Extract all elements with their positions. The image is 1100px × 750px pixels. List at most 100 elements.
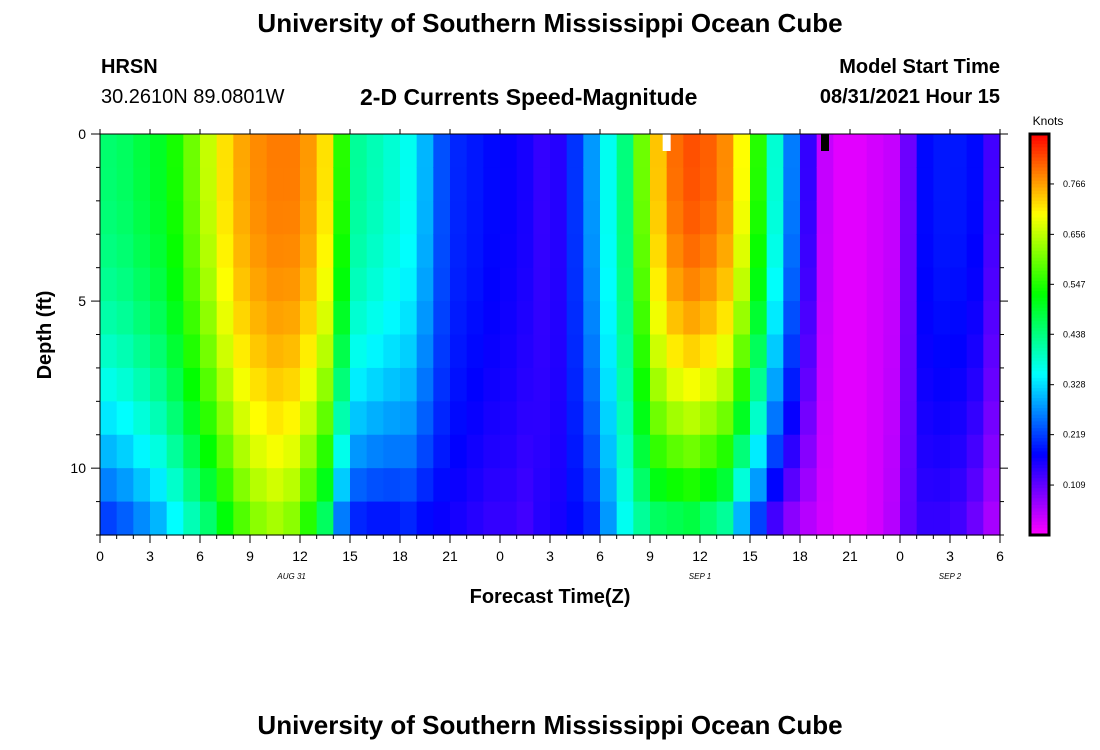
heatmap-cell bbox=[883, 367, 901, 402]
colorbar-segment bbox=[1030, 357, 1049, 362]
x-tick-label: 6 bbox=[596, 548, 604, 564]
heatmap-cell bbox=[600, 501, 618, 536]
heatmap-cell bbox=[516, 134, 534, 169]
heatmap-cell bbox=[300, 267, 318, 302]
heatmap-cell bbox=[266, 200, 284, 235]
heatmap-cell bbox=[550, 401, 568, 436]
heatmap-cell bbox=[283, 234, 301, 269]
colorbar-segment bbox=[1030, 164, 1049, 169]
heatmap-cell bbox=[566, 200, 584, 235]
heatmap-cell bbox=[883, 167, 901, 202]
heatmap-cell bbox=[883, 434, 901, 469]
colorbar-segment bbox=[1030, 421, 1049, 426]
heatmap-cell bbox=[566, 267, 584, 302]
heatmap-cell bbox=[166, 334, 184, 369]
heatmap-cell bbox=[733, 401, 751, 436]
heatmap-cell bbox=[216, 501, 234, 536]
heatmap-cell bbox=[416, 301, 434, 336]
heatmap-cell bbox=[850, 167, 868, 202]
heatmap-cell bbox=[400, 434, 418, 469]
heatmap-cell bbox=[616, 200, 634, 235]
heatmap-cell bbox=[850, 301, 868, 336]
colorbar-segment bbox=[1030, 271, 1049, 275]
time-marker bbox=[821, 134, 829, 151]
heatmap-cell bbox=[600, 167, 618, 202]
heatmap-cell bbox=[116, 234, 134, 269]
heatmap-cell bbox=[150, 468, 168, 503]
heatmap-cell bbox=[716, 468, 734, 503]
heatmap-cell bbox=[933, 334, 951, 369]
heatmap-cell bbox=[883, 267, 901, 302]
heatmap-cell bbox=[250, 334, 268, 369]
colorbar-segment bbox=[1030, 294, 1049, 299]
heatmap-cell bbox=[900, 434, 918, 469]
heatmap-cell bbox=[316, 134, 334, 169]
heatmap-cell bbox=[816, 267, 834, 302]
heatmap-cell bbox=[666, 134, 684, 169]
heatmap-cell bbox=[600, 234, 618, 269]
colorbar-segment bbox=[1030, 140, 1049, 145]
colorbar-segment bbox=[1030, 194, 1049, 199]
heatmap-cell bbox=[866, 267, 884, 302]
heatmap-cell bbox=[183, 334, 201, 369]
heatmap-cell bbox=[816, 167, 834, 202]
heatmap-cell bbox=[116, 134, 134, 169]
heatmap-cell bbox=[183, 234, 201, 269]
colorbar-segment bbox=[1030, 321, 1049, 326]
heatmap-cell bbox=[583, 367, 601, 402]
colorbar-segment bbox=[1030, 438, 1049, 443]
heatmap-cell bbox=[666, 200, 684, 235]
heatmap-cell bbox=[383, 501, 401, 536]
heatmap-cell bbox=[833, 434, 851, 469]
colorbar-segment bbox=[1030, 334, 1049, 339]
x-tick-label: 15 bbox=[342, 548, 358, 564]
heatmap-cell bbox=[950, 267, 968, 302]
heatmap-cell bbox=[883, 234, 901, 269]
heatmap-cell bbox=[533, 200, 551, 235]
x-tick-label: 9 bbox=[646, 548, 654, 564]
heatmap-cell bbox=[500, 267, 518, 302]
heatmap-cell bbox=[333, 367, 351, 402]
heatmap-cell bbox=[683, 434, 701, 469]
heatmap-cell bbox=[333, 200, 351, 235]
heatmap-cell bbox=[133, 200, 151, 235]
x-tick-label: 12 bbox=[292, 548, 308, 564]
heatmap-cell bbox=[250, 267, 268, 302]
heatmap-cell bbox=[950, 200, 968, 235]
heatmap-cell bbox=[716, 134, 734, 169]
heatmap-cell bbox=[933, 167, 951, 202]
heatmap-cell bbox=[366, 334, 384, 369]
heatmap-cell bbox=[266, 334, 284, 369]
heatmap-cell bbox=[550, 301, 568, 336]
heatmap-cell bbox=[616, 334, 634, 369]
x-tick-label: 0 bbox=[896, 548, 904, 564]
heatmap-cell bbox=[766, 301, 784, 336]
heatmap-cell bbox=[550, 134, 568, 169]
colorbar-segment bbox=[1030, 374, 1049, 379]
heatmap-cell bbox=[500, 468, 518, 503]
heatmap-cell bbox=[633, 134, 651, 169]
x-tick-label: 12 bbox=[692, 548, 708, 564]
heatmap-cell bbox=[450, 367, 468, 402]
heatmap-cell bbox=[466, 334, 484, 369]
heatmap-cell bbox=[400, 200, 418, 235]
heatmap-cell bbox=[666, 434, 684, 469]
heatmap-cell bbox=[733, 334, 751, 369]
heatmap-cell bbox=[266, 434, 284, 469]
heatmap-cell bbox=[183, 167, 201, 202]
colorbar-segment bbox=[1030, 394, 1049, 399]
colorbar-segment bbox=[1030, 351, 1049, 356]
heatmap-cell bbox=[816, 367, 834, 402]
heatmap-cell bbox=[716, 401, 734, 436]
heatmap-cell bbox=[616, 468, 634, 503]
heatmap-cell bbox=[550, 267, 568, 302]
heatmap-cell bbox=[683, 167, 701, 202]
heatmap-cell bbox=[583, 468, 601, 503]
heatmap-cell bbox=[100, 267, 118, 302]
colorbar-segment bbox=[1030, 424, 1049, 429]
colorbar-segment bbox=[1030, 281, 1049, 285]
heatmap-cell bbox=[366, 401, 384, 436]
heatmap-cell bbox=[333, 401, 351, 436]
heatmap-cell bbox=[183, 468, 201, 503]
heatmap-cell bbox=[533, 301, 551, 336]
